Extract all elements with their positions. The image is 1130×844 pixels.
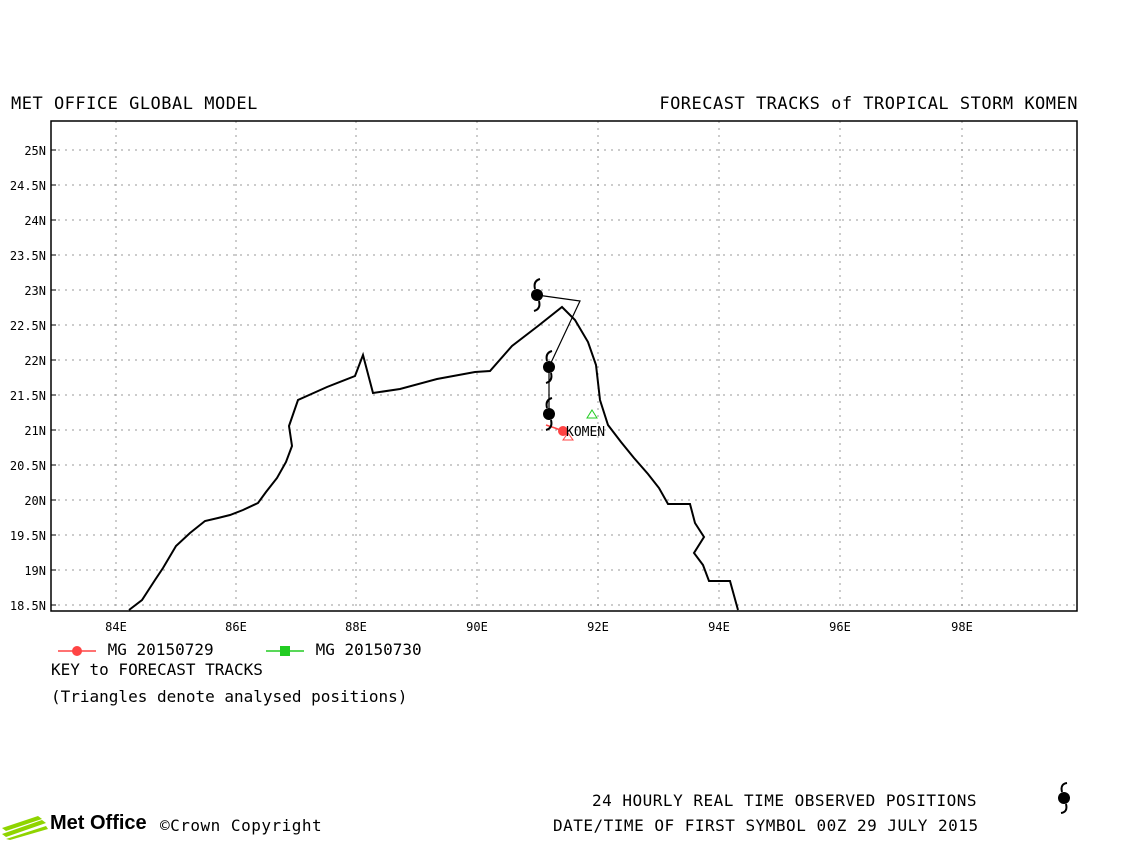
legend-label-red: MG 20150729 [107,640,214,659]
longitude-tick-label: 96E [829,620,851,634]
storm-symbol-icon [1058,782,1070,814]
met-office-logo [0,812,160,844]
longitude-axis: 84E 86E 88E 90E 92E 94E 96E 98E [105,620,973,634]
latitude-tick-label: 23.5N [10,249,46,263]
legend-key-note: (Triangles denote analysed positions) [51,687,408,706]
met-office-logo-icon [2,816,48,840]
legend-item-red: MG 20150729 [56,640,214,659]
longitude-tick-label: 98E [951,620,973,634]
storm-name-label: KOMEN [566,425,605,440]
longitude-tick-label: 92E [587,620,609,634]
map-grid [51,121,1077,611]
model-title: MET OFFICE GLOBAL MODEL [11,94,258,114]
latitude-tick-label: 19.5N [10,529,46,543]
longitude-tick-label: 90E [466,620,488,634]
latitude-tick-label: 23N [24,284,46,298]
latitude-tick-label: 20N [24,494,46,508]
latitude-tick-label: 22.5N [10,319,46,333]
latitude-tick-label: 19N [24,564,46,578]
storm-symbol-icon [543,350,555,384]
longitude-tick-label: 94E [708,620,730,634]
latitude-tick-label: 22N [24,354,46,368]
latitude-tick-label: 24N [24,214,46,228]
coastline [128,305,739,611]
storm-symbol-icon [531,278,543,312]
latitude-tick-label: 24.5N [10,179,46,193]
latitude-tick-label: 21N [24,424,46,438]
met-office-wordmark: Met Office [50,812,147,834]
green-analysed-triangle [586,409,598,419]
red-circle-marker-icon [58,645,96,656]
legend-label-green: MG 20150730 [315,640,422,659]
chart-title: FORECAST TRACKS of TROPICAL STORM KOMEN [659,94,1078,114]
longitude-tick-label: 88E [345,620,367,634]
latitude-tick-label: 18.5N [10,599,46,613]
storm-symbol-icon [543,397,555,431]
green-square-marker-icon [266,645,304,656]
red-analysed-triangle [562,432,574,441]
observed-positions-note: 24 HOURLY REAL TIME OBSERVED POSITIONS [592,791,978,810]
longitude-tick-label: 84E [105,620,127,634]
latitude-tick-label: 20.5N [10,459,46,473]
copyright-text: ©Crown Copyright [160,816,323,835]
first-symbol-datetime: DATE/TIME OF FIRST SYMBOL 00Z 29 JULY 20… [553,816,979,835]
map-frame [50,120,1078,612]
legend-key-title: KEY to FORECAST TRACKS [51,660,263,679]
latitude-tick-label: 25N [24,144,46,158]
observed-track [536,294,581,414]
legend-item-green: MG 20150730 [264,640,422,659]
latitude-axis: 25N 24.5N 24N 23.5N 23N 22.5N 22N 21.5N 21N 20.5N… [10,144,56,613]
red-forecast-point [558,426,568,436]
longitude-tick-label: 86E [225,620,247,634]
latitude-tick-label: 21.5N [10,389,46,403]
